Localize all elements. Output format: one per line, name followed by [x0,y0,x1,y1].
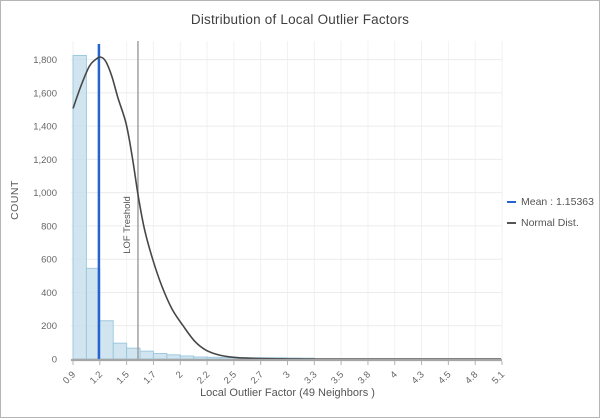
normal-curve-line [72,56,501,360]
x-tick-label: 1.7 [141,369,158,386]
x-tick-label: 3.3 [302,369,319,386]
histogram-bar[interactable] [152,353,168,360]
x-tick-label: 4.5 [436,369,453,386]
x-axis-title: Local Outlier Factor (49 Neighbors ) [200,387,375,399]
y-tick-label: 1,600 [33,88,57,99]
x-tick-label: 3.8 [356,369,373,386]
y-tick-label: 200 [41,321,57,332]
histogram-bar[interactable] [179,355,195,360]
y-tick-label: 600 [41,255,57,266]
histogram-bar[interactable] [139,350,154,360]
y-tick-label: 1,200 [33,155,57,166]
chart-title: Distribution of Local Outlier Factors [190,12,410,27]
x-tick-label: 4 [388,369,400,381]
x-tick-label: 2.7 [249,369,266,386]
histogram-bar[interactable] [99,320,114,360]
x-tick-label: 0.9 [61,369,78,386]
legend-item-normal-dist[interactable]: Normal Dist. [507,217,594,229]
x-tick-label: 4.3 [410,369,427,386]
histogram-bar[interactable] [206,356,221,360]
x-tick-label: 2.5 [222,369,239,386]
x-tick-label: 1.5 [115,369,132,386]
chart-legend: Mean : 1.15363 Normal Dist. [507,196,594,229]
legend-label: Normal Dist. [521,217,579,229]
x-tick-label: 5.1 [490,369,507,386]
legend-dash-icon [507,201,516,203]
x-tick-label: 4.8 [463,369,480,386]
y-tick-label: 0 [52,355,57,366]
y-tick-label: 800 [41,221,57,232]
x-tick-label: 3.5 [329,369,346,386]
legend-item-mean[interactable]: Mean : 1.15363 [507,196,594,208]
x-tick-label: 1.2 [88,369,105,386]
legend-label: Mean : 1.15363 [521,196,594,208]
legend-dash-icon [507,222,516,224]
threshold-line-label: LOF Treshold [122,196,133,254]
histogram-bar[interactable] [112,342,128,360]
y-tick-label: 1,400 [33,122,57,133]
y-tick-label: 1,000 [33,188,57,199]
x-tick-label: 3 [281,369,293,381]
histogram-bar[interactable] [166,354,181,360]
y-tick-label: 1,800 [33,55,57,66]
y-tick-label: 400 [41,288,57,299]
x-tick-label: 2.2 [195,369,212,386]
x-tick-label: 2 [174,369,186,381]
y-axis-title: COUNT [9,180,21,220]
histogram-bar[interactable] [193,356,208,360]
